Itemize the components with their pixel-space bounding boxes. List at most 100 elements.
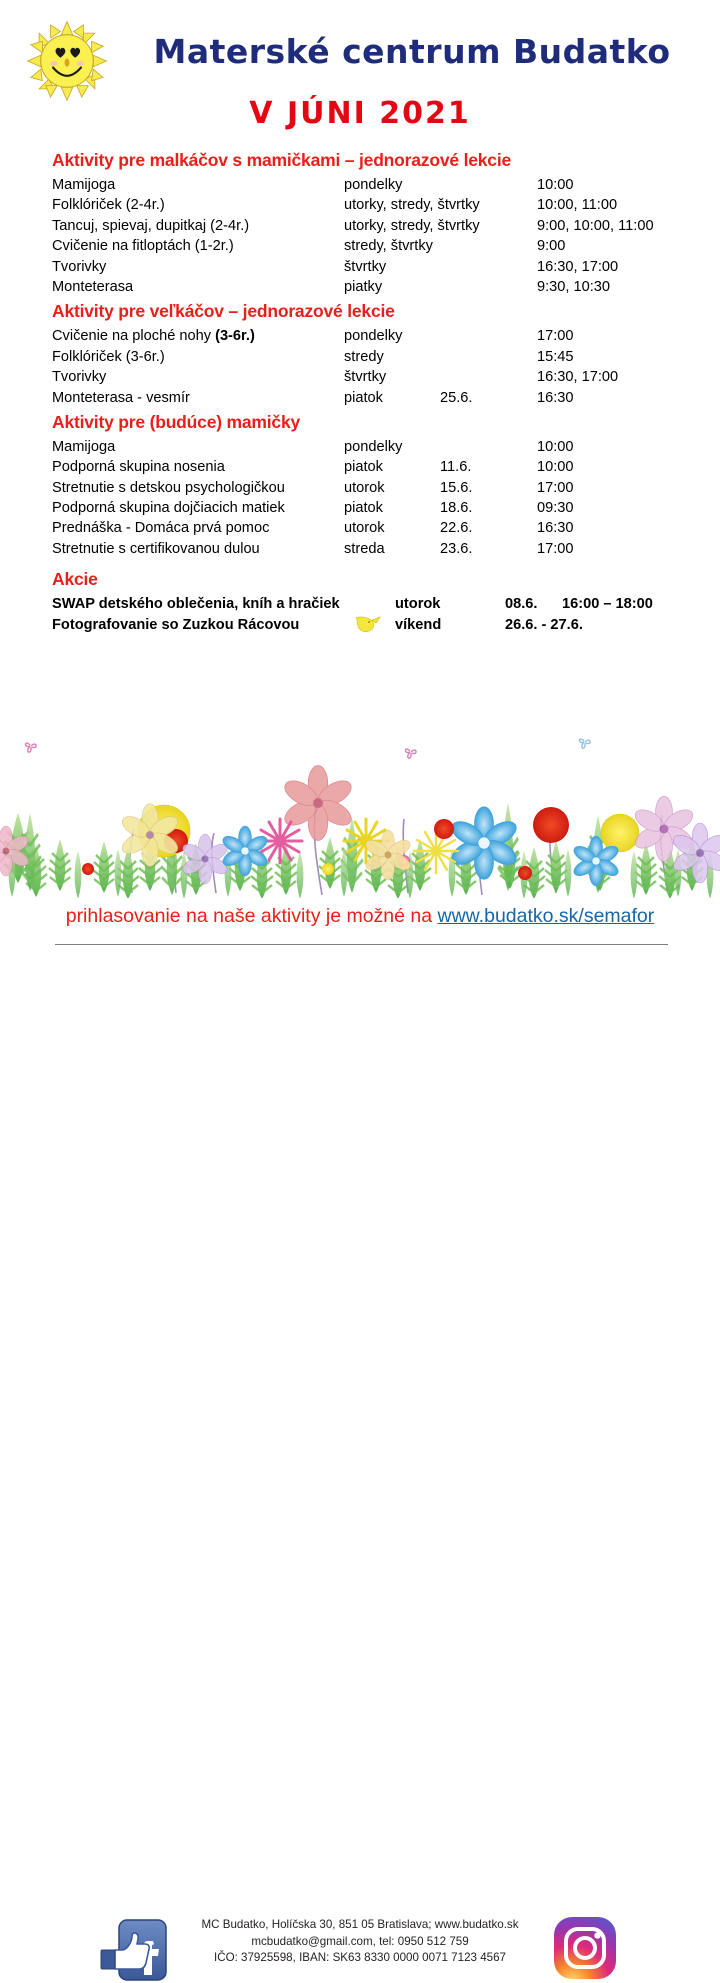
event-date: 08.6. [505, 596, 538, 613]
event-name: SWAP detského oblečenia, kníh a hračiek [52, 596, 340, 613]
activity-name: Stretnutie s detskou psychologičkou [52, 479, 285, 496]
section-heading: Aktivity pre (budúce) mamičky [52, 411, 301, 432]
signup-line: prihlasovanie na naše aktivity je možné … [0, 905, 720, 928]
activity-day: štvrtky [344, 258, 387, 275]
schedule-row: Tvorivky štvrtky 16:30, 17:00 [0, 257, 720, 277]
contact-info: MC Budatko, Holíčska 30, 851 05 Bratisla… [180, 1917, 540, 1967]
activity-day: stredy, štvrtky [344, 238, 433, 255]
yellow-bird-icon [355, 616, 382, 633]
activity-day: stredy [344, 348, 384, 365]
activity-day: pondelky [344, 177, 403, 193]
contact-line-3: IČO: 37925598, IBAN: SK63 8330 0000 0071… [213, 1951, 506, 1964]
activity-day: piatok [344, 459, 383, 476]
section-akcie: Akcie SWAP detského oblečenia, kníh a hr… [0, 569, 720, 636]
akcie-row: Fotografovanie so Zuzkou Rácovou víkend … [0, 615, 720, 636]
activity-age-note: (3-6r.) [215, 328, 255, 345]
activity-date: 25.6. [440, 389, 473, 406]
activity-name: Mamijoga [52, 438, 116, 455]
schedule-row: Stretnutie s certifikovanou dulou streda… [0, 539, 720, 559]
poster-header: Materské centrum Budatko V JÚNI 2021 [0, 0, 720, 150]
activity-name: Stretnutie s certifikovanou dulou [52, 540, 260, 557]
activity-day: piatky [344, 278, 383, 295]
activity-time: 9:30, 10:30 [537, 278, 611, 295]
contact-line-2: mcbudatko@gmail.com, tel: 0950 512 759 [251, 1934, 469, 1948]
section-heading: Aktivity pre malkáčov s mamičkami – jedn… [52, 150, 512, 170]
event-name: Fotografovanie so Zuzkou Rácovou [52, 617, 300, 634]
schedule-row: Mamijoga pondelky 10:00 [0, 175, 720, 195]
poster-footer: MC Budatko, Holíčska 30, 851 05 Bratisla… [0, 955, 720, 1981]
schedule-row: Stretnutie s detskou psychologičkou utor… [0, 478, 720, 498]
activity-day: utorky, stredy, štvrtky [344, 197, 480, 214]
activity-time: 17:00 [537, 540, 574, 557]
activity-date: 11.6. [440, 459, 472, 476]
contact-line-1: MC Budatko, Holíčska 30, 851 05 Bratisla… [201, 1918, 519, 1931]
activity-name: Folklóriček (2-4r.) [52, 197, 165, 214]
section-malkacov: Aktivity pre malkáčov s mamičkami – jedn… [0, 150, 720, 297]
schedule-row: Cvičenie na ploché nohy (3-6r.) pondelky… [0, 326, 720, 346]
activity-name: Prednáška - Domáca prvá pomoc [52, 520, 270, 537]
activity-time: 9:00, 10:00, 11:00 [537, 217, 654, 234]
schedule-row: Tancuj, spievaj, dupitkaj (2-4r.) utorky… [0, 216, 720, 236]
activity-date: 18.6. [440, 500, 473, 517]
schedule-row: Tvorivky štvrtky 16:30, 17:00 [0, 367, 720, 387]
section-rows: SWAP detského oblečenia, kníh a hračiek … [0, 594, 720, 636]
activity-time: 10:00 [537, 459, 574, 476]
schedule-row: Cvičenie na fitloptách (1-2r.) stredy, š… [0, 236, 720, 256]
pink-butterfly-icon [404, 748, 417, 759]
blue-butterfly-icon [578, 738, 591, 749]
activity-name: Tvorivky [52, 369, 107, 386]
schedule-row: Monteterasa piatky 9:30, 10:30 [0, 277, 720, 297]
activity-name: Folklóriček (3-6r.) [52, 348, 165, 365]
activity-time: 9:00 [537, 238, 566, 255]
activity-day: piatok [344, 500, 383, 517]
section-rows: Mamijoga pondelky 10:00 Podporná skupina… [0, 437, 720, 559]
schedule-row: Prednáška - Domáca prvá pomoc utorok 22.… [0, 518, 720, 538]
section-rows: Mamijoga pondelky 10:00 Folklóriček (2-4… [0, 175, 720, 297]
event-day: utorok [395, 596, 441, 613]
activity-day: pondelky [344, 438, 403, 455]
activity-day: utorok [344, 479, 385, 496]
activity-name: Podporná skupina dojčiacich matiek [52, 500, 285, 517]
schedule-row: Podporná skupina nosenia piatok 11.6. 10… [0, 457, 720, 477]
activity-time: 16:30, 17:00 [537, 258, 619, 275]
pink-butterfly-icon [24, 742, 37, 753]
section-heading: Aktivity pre veľkáčov – jednorazové lekc… [52, 301, 395, 322]
schedule-row: Folklóriček (2-4r.) utorky, stredy, štvr… [0, 195, 720, 215]
activity-day: piatok [344, 389, 383, 406]
flower-meadow-border [0, 733, 720, 898]
schedule-row: Mamijoga pondelky 10:00 [0, 437, 720, 457]
section-mamicky: Aktivity pre (budúce) mamičky Mamijoga p… [0, 412, 720, 559]
activity-date: 22.6. [440, 520, 473, 537]
section-velkacov: Aktivity pre veľkáčov – jednorazové lekc… [0, 301, 720, 408]
activity-date: 15.6. [440, 479, 473, 496]
activity-day: streda [344, 540, 385, 557]
section-rows: Cvičenie na ploché nohy (3-6r.) pondelky… [0, 326, 720, 408]
facebook-logo-icon[interactable] [97, 1917, 169, 1983]
instagram-logo-icon[interactable] [552, 1915, 618, 1981]
footer-divider [55, 944, 668, 945]
activity-time: 10:00 [537, 438, 574, 455]
schedule-row: Podporná skupina dojčiacich matiek piato… [0, 498, 720, 518]
activity-day: utorok [344, 520, 385, 537]
event-date: 26.6. - 27.6. [505, 617, 583, 634]
event-time: 16:00 – 18:00 [562, 596, 653, 613]
signup-url-link[interactable]: www.budatko.sk/semafor [437, 905, 655, 927]
activity-name: Mamijoga [52, 177, 116, 193]
activity-time: 17:00 [537, 479, 574, 496]
smiling-sun-icon [26, 20, 108, 102]
section-heading: Akcie [52, 569, 98, 590]
activity-time: 15:45 [537, 348, 574, 365]
page-title: Materské centrum Budatko [153, 32, 671, 71]
activity-time: 09:30 [537, 500, 574, 517]
activity-day: pondelky [344, 328, 403, 345]
activity-time: 17:00 [537, 328, 574, 345]
activity-name: Tancuj, spievaj, dupitkaj (2-4r.) [52, 217, 250, 234]
activity-time: 16:30 [537, 520, 574, 537]
activity-day: štvrtky [344, 369, 387, 386]
activity-name: Cvičenie na fitloptách (1-2r.) [52, 238, 234, 255]
activity-name: Tvorivky [52, 258, 107, 275]
activity-name: Cvičenie na ploché nohy [52, 328, 212, 345]
activity-date: 23.6. [440, 540, 473, 557]
activity-time: 10:00 [537, 177, 574, 193]
activity-name: Monteterasa - vesmír [52, 389, 190, 406]
